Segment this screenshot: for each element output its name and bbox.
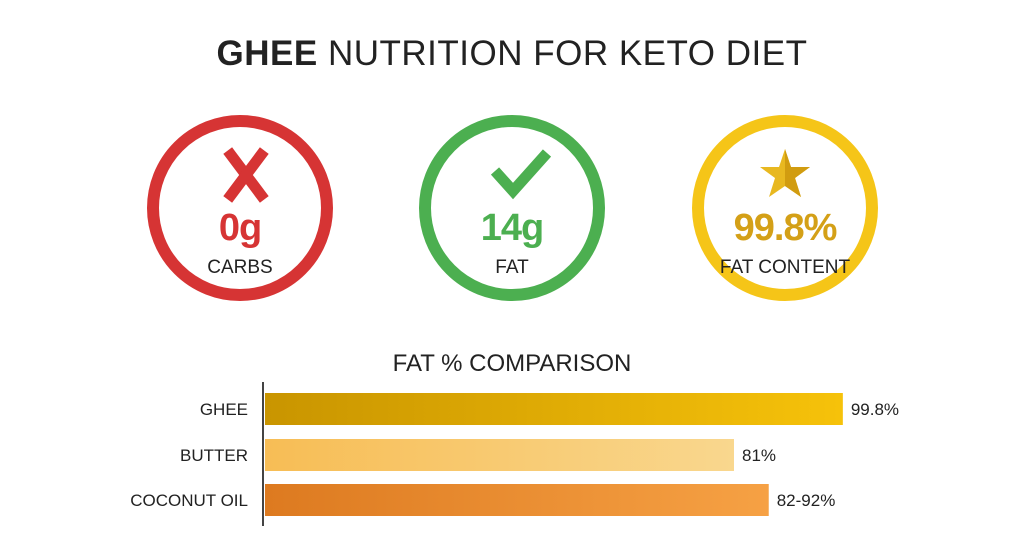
bar-butter (265, 439, 734, 471)
data-label: 81% (742, 446, 776, 465)
category-label: COCONUT OIL (130, 491, 248, 510)
check-mark-icon (431, 147, 593, 207)
fat-label: FAT (495, 257, 529, 278)
chart-title: FAT % COMPARISON (392, 350, 632, 377)
star-icon (704, 147, 866, 207)
fat-content-label: FAT CONTENT (719, 257, 851, 278)
fat-value: 14g (480, 207, 544, 249)
category-label: BUTTER (180, 446, 248, 465)
carbs-value: 0g (218, 207, 262, 249)
carbs-label: CARBS (207, 257, 273, 278)
bar-ghee (265, 393, 843, 425)
x-mark-icon (159, 147, 321, 207)
data-label: 99.8% (851, 400, 899, 419)
fat-content-value: 99.8% (733, 207, 838, 249)
page-title: GHEE NUTRITION FOR KETO DIET (216, 34, 808, 73)
category-label: GHEE (200, 400, 248, 419)
data-label: 82-92% (777, 491, 836, 510)
bar-coconut-oil (265, 484, 769, 516)
